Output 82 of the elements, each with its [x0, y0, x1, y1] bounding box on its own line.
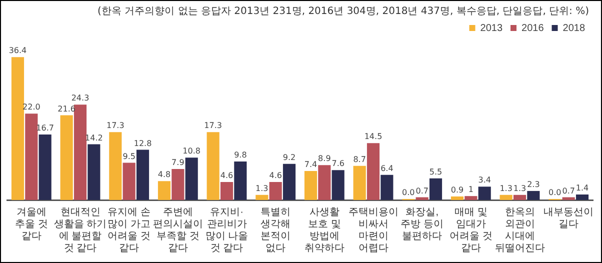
bar	[450, 196, 464, 200]
text: (한옥 거주의향이 없는 응답자 2013년 231명, 2016년 304명, 2018년 437명, 복수응답, 단일응답, 단위: %)	[98, 5, 589, 18]
bar	[416, 197, 428, 200]
x-tick-label: 겨울에 추울 것 같다	[15, 206, 48, 242]
data-label: 2.3	[527, 180, 540, 190]
data-label: 12.8	[134, 138, 152, 148]
data-label: 4.6	[220, 171, 234, 180]
data-label: 17.3	[106, 121, 124, 130]
bar	[136, 150, 150, 200]
data-label: 8.7	[353, 154, 366, 164]
data-label: 24.3	[71, 94, 90, 103]
data-label: 0.7	[562, 186, 575, 196]
data-label: 1.4	[576, 184, 589, 193]
x-tick-label: 특별히 생각해 본적이 없다	[260, 206, 291, 254]
data-label: 6.4	[380, 164, 394, 173]
bar	[318, 165, 331, 200]
data-label: 5.5	[429, 167, 442, 176]
data-label: 0.9	[450, 186, 464, 195]
x-tick-label: 한옥의 외관이 시대에 뒤떨어진다	[494, 206, 545, 254]
x-tick-label: 사생활 보호 및 방법에 취약하다	[304, 206, 344, 254]
bar	[562, 197, 575, 200]
x-tick-label: 유지비· 관리비가 많이 나올 것 같다	[205, 206, 248, 254]
bar	[282, 164, 296, 200]
x-tick-label: 내부동선이 길다	[544, 206, 594, 230]
bar	[11, 57, 24, 200]
bar	[576, 194, 589, 200]
bar	[353, 166, 366, 200]
data-label: 9.8	[234, 150, 247, 160]
bar	[527, 190, 540, 200]
bar	[256, 194, 268, 200]
data-label: 7.6	[332, 159, 344, 168]
data-label: 7.4	[304, 160, 318, 170]
bar	[38, 134, 52, 200]
bar	[478, 186, 491, 200]
bar	[380, 174, 394, 200]
data-label: 0.0	[402, 188, 415, 198]
data-label: 10.8	[182, 146, 200, 156]
bar	[513, 194, 526, 200]
bar	[500, 194, 512, 200]
data-label: 7.9	[172, 158, 184, 168]
data-label: 1.3	[513, 184, 526, 193]
bar	[304, 170, 318, 200]
data-label: 4.6	[269, 171, 282, 180]
data-label: 1.3	[256, 184, 268, 193]
bar	[60, 115, 73, 200]
x-tick-label: 화장실, 주방 등이 불편하다	[400, 206, 444, 242]
x-tick-label: 유지에 손 많이 가고 어려울 것 같다	[108, 206, 150, 254]
bar	[220, 182, 234, 200]
bar	[25, 114, 38, 200]
x-tick-label: 현대적인 생활을 하기 에 불편할 것 같다	[54, 206, 107, 254]
data-label: 17.3	[204, 121, 222, 130]
data-label: 9.5	[122, 152, 136, 161]
x-tick-label: 주택비용이 비싸서 마련이 어렵다	[348, 206, 398, 254]
bar	[234, 162, 247, 200]
data-label: 4.8	[158, 170, 171, 180]
x-tick-label: 매매 및 임대가 어려울 것 같다	[450, 206, 492, 254]
bar	[74, 104, 87, 200]
bar	[88, 144, 100, 200]
bar	[172, 168, 184, 200]
x-tick-label: 주변에 편의시설이 부족할 것 같다	[152, 206, 203, 254]
data-label: 3.4	[478, 176, 491, 185]
bar	[206, 132, 220, 200]
data-label: 36.4	[8, 46, 27, 56]
data-label: 1	[468, 185, 474, 194]
data-label: 1.3	[500, 184, 512, 193]
data-label: 8.9	[318, 154, 331, 164]
data-label: 0.7	[416, 186, 428, 196]
legend-label: 2013	[480, 22, 503, 34]
legend-label: 2016	[522, 22, 544, 34]
bar	[158, 181, 171, 200]
data-label: 9.2	[282, 152, 296, 162]
bar	[269, 182, 282, 200]
bar	[122, 162, 136, 200]
data-label: 0.0	[548, 188, 562, 198]
bar	[464, 196, 478, 200]
bar	[366, 143, 380, 200]
legend-label: 2018	[562, 22, 586, 34]
bar	[429, 178, 442, 200]
bar	[185, 158, 198, 200]
bar	[109, 132, 122, 200]
data-label: 14.5	[364, 132, 382, 142]
bar	[332, 170, 344, 200]
